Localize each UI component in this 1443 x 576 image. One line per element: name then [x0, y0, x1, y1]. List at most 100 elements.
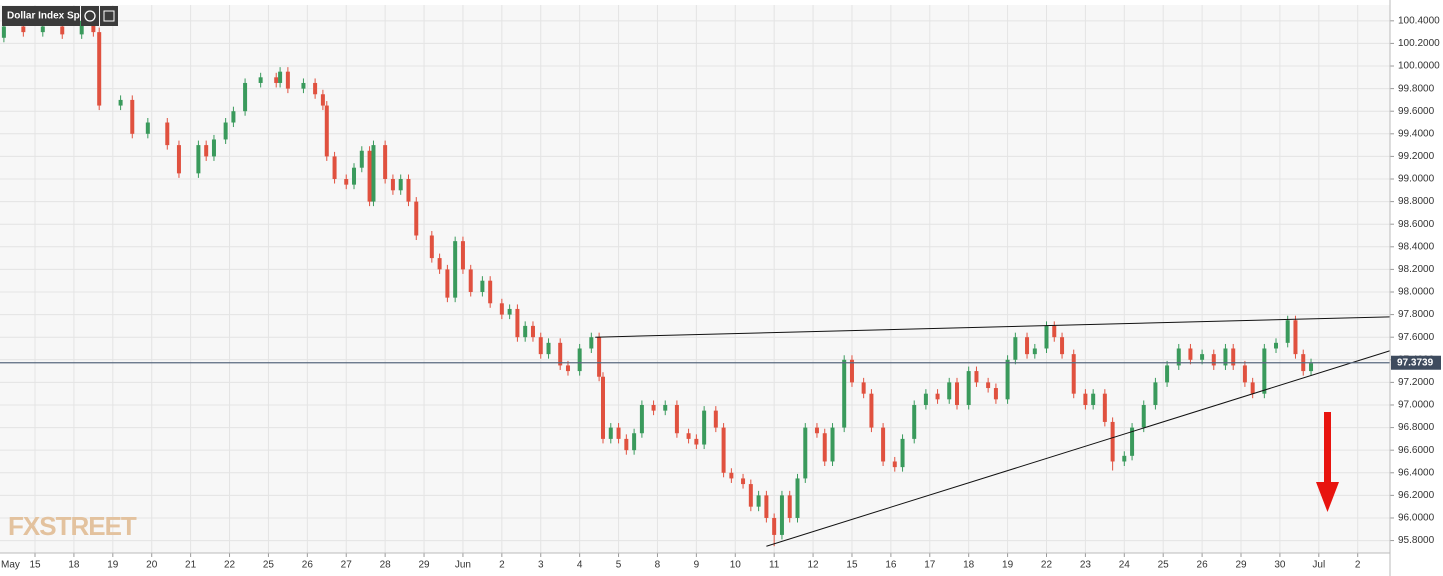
candle-body: [577, 348, 582, 372]
candle-body: [1200, 354, 1205, 360]
candle-body: [787, 495, 792, 518]
candle-body: [721, 427, 726, 473]
y-tick-label: 98.8000: [1398, 196, 1435, 207]
candle-body: [947, 382, 952, 400]
candle-body: [639, 404, 644, 434]
candle-body: [974, 371, 979, 383]
candle-body: [406, 179, 411, 202]
x-tick-label: 23: [1080, 560, 1092, 571]
candle-body: [60, 26, 65, 35]
candle-body: [1211, 354, 1216, 366]
y-tick-label: 97.0000: [1398, 400, 1435, 411]
chart-title: Dollar Index Spot: [7, 11, 90, 22]
candle-body: [40, 26, 45, 33]
x-tick-label: May: [1, 560, 20, 571]
candle-body: [822, 433, 827, 462]
x-tick-label: 18: [68, 560, 80, 571]
candle-body: [1044, 325, 1049, 349]
candle-body: [1032, 348, 1037, 355]
candle-body: [900, 438, 905, 468]
candle-body: [352, 167, 357, 185]
y-tick-label: 96.6000: [1398, 445, 1435, 456]
calendar-button[interactable]: [100, 6, 118, 26]
x-tick-label: 10: [730, 560, 742, 571]
candle-body: [91, 20, 96, 33]
candle-body: [1153, 382, 1158, 405]
candle-body: [21, 26, 26, 33]
candle-body: [1262, 348, 1267, 394]
x-tick-label: 19: [1002, 560, 1014, 571]
candle-body: [231, 111, 236, 123]
candle-body: [741, 478, 746, 485]
candle-body: [1130, 427, 1135, 456]
candle-body: [285, 71, 290, 89]
x-tick-label: 26: [1197, 560, 1209, 571]
candle-body: [803, 427, 808, 479]
x-tick-label: 12: [808, 560, 820, 571]
x-tick-label: 18: [963, 560, 975, 571]
y-tick-label: 98.4000: [1398, 241, 1435, 252]
x-tick-label: 28: [380, 560, 392, 571]
candle-body: [1025, 337, 1030, 355]
last-price-label: 97.3739: [1397, 357, 1434, 368]
candle-body: [1091, 393, 1096, 405]
candle-body: [1250, 382, 1255, 394]
x-tick-label: 2: [1355, 560, 1361, 571]
candle-body: [881, 427, 886, 462]
candle-body: [1285, 320, 1290, 343]
title-box: [2, 6, 80, 26]
candle-body: [597, 337, 602, 377]
candle-body: [1223, 348, 1228, 366]
candle-body: [1005, 359, 1010, 400]
candle-body: [993, 388, 998, 400]
y-tick-label: 95.8000: [1398, 535, 1435, 546]
candle-body: [756, 495, 761, 507]
candle-body: [130, 99, 135, 134]
candle-body: [1122, 455, 1127, 462]
candle-body: [320, 94, 325, 106]
candle-body: [772, 517, 777, 535]
x-tick-label: 22: [224, 560, 236, 571]
candle-body: [488, 280, 493, 304]
x-tick-label: 27: [341, 560, 353, 571]
candle-body: [686, 433, 691, 439]
candle-body: [764, 495, 769, 518]
candle-body: [390, 179, 395, 191]
candle-body: [912, 404, 917, 439]
y-tick-label: 96.2000: [1398, 490, 1435, 501]
candle-body: [367, 150, 372, 202]
candle-body: [480, 280, 485, 292]
candle-body: [923, 393, 928, 405]
candle-body: [344, 179, 349, 185]
y-tick-label: 96.4000: [1398, 467, 1435, 478]
trendline: [766, 350, 1391, 547]
candle-body: [437, 258, 442, 270]
candle-body: [986, 382, 991, 389]
candle-body: [589, 337, 594, 349]
candle-body: [1242, 365, 1247, 383]
candle-body: [663, 404, 668, 411]
candle-body: [624, 438, 629, 451]
refresh-button[interactable]: [81, 6, 99, 26]
candle-body: [729, 472, 734, 479]
candle-body: [324, 105, 329, 157]
candle-body: [414, 201, 419, 236]
candle-body: [1110, 421, 1115, 462]
x-tick-label: 19: [107, 560, 119, 571]
candle-body: [632, 433, 637, 451]
x-tick-label: 8: [655, 560, 661, 571]
candle-body: [1188, 348, 1193, 360]
candle-body: [565, 365, 570, 372]
overlays: 95.8000 96.0000 96.2000 96.4000 96.6000 96.80…: [0, 15, 1441, 571]
candle-body: [546, 342, 551, 355]
x-tick-label: 2: [499, 560, 505, 571]
x-tick-label: 24: [1119, 560, 1131, 571]
candle-body: [1013, 337, 1018, 360]
x-tick-label: 11: [769, 560, 780, 571]
candle-body: [118, 99, 123, 106]
candle-body: [702, 410, 707, 445]
candle-body: [258, 77, 263, 83]
candle-body: [1274, 342, 1279, 349]
candle-body: [966, 371, 971, 405]
